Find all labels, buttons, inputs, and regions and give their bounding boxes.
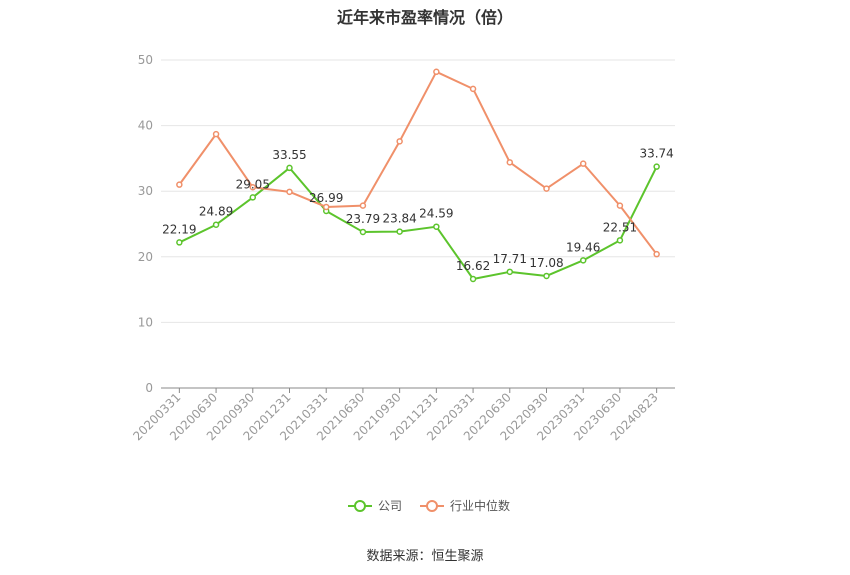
series-line-industry-median xyxy=(178,70,658,255)
data-point xyxy=(616,237,624,244)
y-tick-label: 10 xyxy=(138,315,153,329)
data-point xyxy=(212,130,220,138)
y-tick-label: 40 xyxy=(138,119,153,133)
data-label: 24.89 xyxy=(199,205,233,219)
data-point xyxy=(286,164,293,172)
data-label: 26.99 xyxy=(309,191,343,205)
data-label: 33.74 xyxy=(639,147,673,161)
series-line-company xyxy=(178,166,658,280)
data-point xyxy=(469,275,477,283)
y-tick-label: 50 xyxy=(138,53,153,67)
legend-marker xyxy=(426,500,438,512)
data-point xyxy=(249,194,257,201)
data-label: 24.59 xyxy=(419,207,453,221)
chart-title: 近年来市盈率情况（倍） xyxy=(336,8,513,27)
data-point xyxy=(653,250,660,258)
legend-label: 公司 xyxy=(378,499,402,513)
data-point xyxy=(396,138,403,145)
data-point xyxy=(212,221,220,228)
x-tick-labels: 2020033120200630202009302020123120210331… xyxy=(130,390,660,443)
data-label: 17.71 xyxy=(493,252,527,266)
data-point xyxy=(322,203,330,211)
data-label: 23.79 xyxy=(346,212,380,226)
legend-label: 行业中位数 xyxy=(450,498,510,513)
data-point xyxy=(433,223,440,230)
y-tick-labels: 0 10 20 30 40 50 xyxy=(138,53,153,395)
data-label: 16.62 xyxy=(456,259,490,273)
data-label: 17.08 xyxy=(529,256,563,270)
data-label: 22.51 xyxy=(603,220,637,234)
legend-marker xyxy=(354,500,366,512)
data-point xyxy=(579,160,587,167)
data-point xyxy=(506,159,514,166)
series-group xyxy=(176,68,660,283)
data-label: 19.46 xyxy=(566,240,600,254)
data-label: 22.19 xyxy=(162,222,196,236)
axes xyxy=(161,387,675,393)
grid-lines xyxy=(161,59,675,323)
y-tick-label: 30 xyxy=(138,184,153,198)
data-point xyxy=(579,257,587,264)
source-note: 数据来源：恒生聚源 xyxy=(366,549,484,564)
data-point xyxy=(506,268,514,276)
data-point xyxy=(359,228,367,236)
data-label: 33.55 xyxy=(272,148,306,162)
data-point xyxy=(543,272,550,280)
y-tick-label: 20 xyxy=(138,250,153,264)
data-point xyxy=(176,181,183,188)
data-label: 29.05 xyxy=(236,177,270,191)
data-point xyxy=(469,85,477,93)
data-point xyxy=(653,163,660,170)
data-point xyxy=(286,188,293,196)
data-point xyxy=(359,202,367,209)
legend: 公司 行业中位数 xyxy=(348,498,510,513)
data-point xyxy=(176,239,183,246)
y-tick-label: 0 xyxy=(145,381,153,395)
data-label: 23.84 xyxy=(382,212,416,226)
data-point xyxy=(616,202,624,209)
data-point xyxy=(543,185,550,192)
data-point xyxy=(433,68,440,76)
data-point xyxy=(249,184,257,191)
data-point xyxy=(396,228,403,235)
